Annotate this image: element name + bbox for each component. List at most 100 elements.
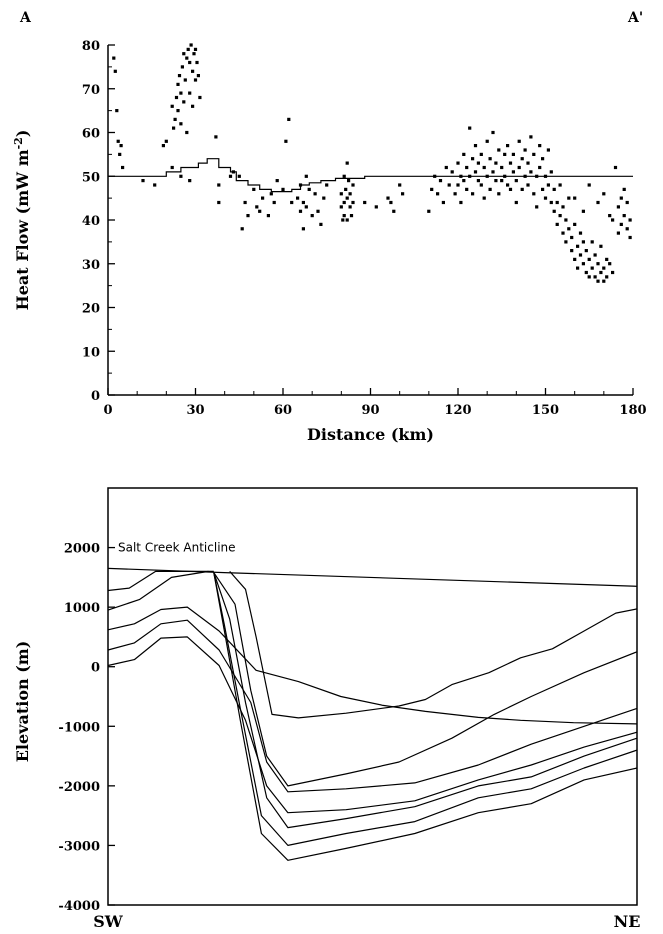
elevation-tick-label: 2000 <box>64 542 100 557</box>
heat-flow-point <box>613 165 618 170</box>
heat-flow-point <box>115 109 119 113</box>
heat-flow-point <box>179 174 183 178</box>
heat-flow-point <box>214 135 218 139</box>
heat-flow-point <box>564 218 568 222</box>
heat-flow-point <box>462 179 466 183</box>
heat-flow-point <box>430 187 434 191</box>
heat-flow-point <box>436 192 440 196</box>
heat-flow-point <box>198 95 202 100</box>
heat-flow-point <box>339 192 343 196</box>
heat-flow-point <box>255 205 259 209</box>
y-tick-label: 30 <box>82 258 100 273</box>
heat-flow-point <box>195 60 199 65</box>
heat-flow-point <box>590 266 594 270</box>
heat-flow-point <box>482 196 486 200</box>
heat-flow-point <box>465 165 469 170</box>
heat-flow-point <box>392 209 396 213</box>
elevation-tick-label: 1000 <box>64 601 100 616</box>
heat-flow-point <box>616 231 620 235</box>
heat-flow-point <box>471 157 475 161</box>
heat-flow-point <box>342 214 346 218</box>
heat-flow-point <box>191 69 195 73</box>
heat-flow-point <box>348 192 352 196</box>
horizon-lines <box>107 567 638 861</box>
heat-flow-point <box>602 266 606 270</box>
heat-flow-point <box>611 218 615 222</box>
heat-flow-point <box>476 179 480 183</box>
heat-flow-point <box>500 165 504 170</box>
heat-flow-point <box>488 187 492 191</box>
heat-flow-point <box>348 205 352 209</box>
heat-flow-point <box>298 209 303 213</box>
sw-direction-label: SW <box>93 912 124 931</box>
heat-flow-point <box>538 165 542 170</box>
heat-flow-plot-frame <box>108 45 633 395</box>
heat-flow-point <box>546 148 550 152</box>
heat-flow-point <box>182 100 186 104</box>
heat-flow-point <box>462 152 466 156</box>
y-tick-label: 70 <box>82 83 100 98</box>
heat-flow-point <box>508 187 513 191</box>
heat-flow-point <box>532 152 536 156</box>
heat-flow-point <box>228 174 233 178</box>
heat-flow-point <box>240 227 244 231</box>
heat-flow-point <box>578 253 583 257</box>
heat-flow-point <box>450 170 454 174</box>
heat-flow-point <box>281 187 285 191</box>
heat-flow-point <box>386 196 390 200</box>
heat-flow-point <box>581 209 585 213</box>
heat-flow-point <box>552 209 556 213</box>
heat-flow-point <box>304 174 308 178</box>
heat-flow-point <box>182 52 186 56</box>
heat-flow-x-axis-label: Distance (km) <box>307 425 434 444</box>
heat-flow-point <box>161 144 165 148</box>
heat-flow-point <box>622 187 626 191</box>
heat-flow-point <box>523 148 527 152</box>
horizon-line <box>107 570 209 611</box>
heat-flow-point <box>345 161 349 165</box>
heat-flow-point <box>503 174 507 178</box>
heat-flow-point <box>351 200 355 205</box>
heat-flow-point <box>191 104 195 108</box>
heat-flow-point <box>497 192 501 196</box>
heat-flow-point <box>456 183 460 187</box>
heat-flow-point <box>349 214 354 218</box>
heat-flow-point <box>494 179 498 183</box>
heat-flow-point <box>468 126 472 130</box>
heat-flow-point <box>561 205 565 209</box>
heat-flow-point <box>188 179 192 183</box>
x-tick-label: 90 <box>361 403 379 418</box>
heat-flow-point <box>183 78 187 82</box>
heat-flow-point <box>284 139 288 143</box>
heat-flow-point <box>532 192 536 196</box>
heat-flow-point <box>593 253 597 257</box>
heat-flow-point <box>596 200 600 205</box>
heat-flow-point <box>459 200 463 205</box>
heat-flow-point <box>112 56 116 60</box>
heat-flow-point <box>427 209 431 213</box>
heat-flow-point <box>179 91 183 95</box>
heat-flow-point <box>608 262 612 266</box>
heat-flow-point <box>599 270 603 275</box>
heat-flow-point <box>573 257 577 261</box>
heat-flow-point <box>520 157 524 161</box>
elevation-y-axis-label: Elevation (m) <box>13 641 32 763</box>
corner-label-a: A <box>19 10 32 26</box>
heat-flow-point <box>310 214 314 218</box>
heat-flow-point <box>347 179 351 183</box>
heat-flow-point <box>511 170 515 174</box>
heat-flow-point <box>538 144 542 148</box>
heat-flow-point <box>196 74 200 78</box>
heat-flow-point <box>344 187 348 191</box>
heat-flow-point <box>252 187 256 191</box>
x-tick-label: 0 <box>103 403 112 418</box>
heat-flow-point <box>526 161 530 165</box>
x-tick-label: 180 <box>619 403 646 418</box>
heat-flow-point <box>570 249 574 253</box>
heat-flow-point <box>567 196 571 200</box>
heat-flow-point <box>189 43 193 47</box>
heat-flow-point <box>298 183 303 187</box>
corner-label-a-prime: A' <box>627 10 643 26</box>
